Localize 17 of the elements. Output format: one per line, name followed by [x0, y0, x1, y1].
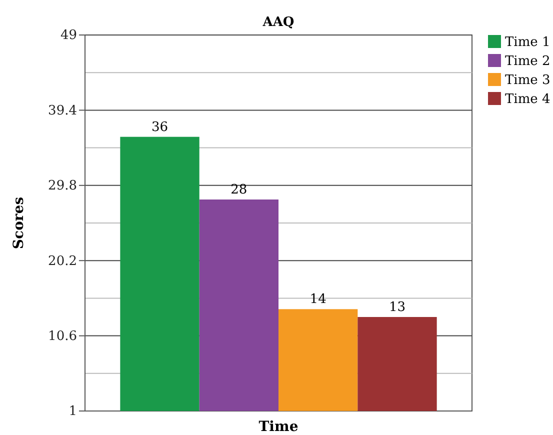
chart-title: AAQ	[262, 15, 294, 30]
x-axis-title: Time	[258, 419, 298, 435]
legend-label: Time 3	[505, 73, 550, 88]
data-label: 14	[310, 292, 326, 308]
legend-label: Time 1	[505, 35, 550, 50]
y-tick-label: 39.4	[48, 103, 77, 118]
y-tick-label: 49	[60, 28, 77, 44]
data-label: 28	[230, 182, 248, 198]
legend-label: Time 4	[505, 92, 550, 107]
data-label: 13	[388, 300, 406, 315]
y-tick-label: 20.2	[48, 254, 77, 269]
y-tick-label: 29.8	[48, 178, 77, 194]
y-axis-title: Scores	[11, 196, 27, 250]
y-tick-label: 1	[68, 404, 77, 420]
data-label: 36	[151, 120, 168, 135]
legend-label: Time 2	[505, 54, 550, 69]
y-tick-label: 10.6	[48, 328, 77, 344]
